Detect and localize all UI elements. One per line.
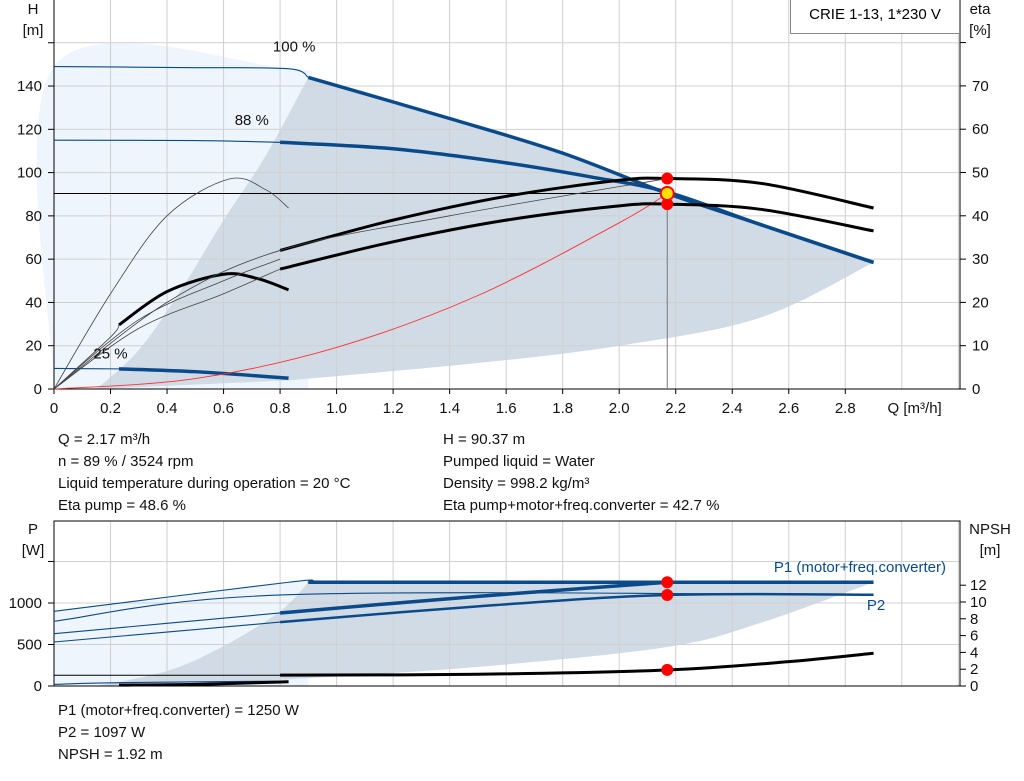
curve-eta-13 xyxy=(53,324,120,390)
info-temperature: Liquid temperature during operation = 20… xyxy=(58,475,351,492)
shade-operating-region xyxy=(96,77,874,389)
info-p2: P2 = 1097 W xyxy=(58,724,146,741)
y-tick-label-right: 6 xyxy=(970,628,978,645)
curve-npsh-9 xyxy=(280,651,874,677)
x-tick-label: 1.0 xyxy=(326,400,347,417)
info-liquid: Pumped liquid = Water xyxy=(443,453,595,470)
info-head: H = 90.37 m xyxy=(443,431,526,448)
y-tick-label-left: 500 xyxy=(17,637,42,654)
y-tick-label-right: 10 xyxy=(970,594,987,611)
curve-eta-10 xyxy=(279,202,874,271)
y-tick-label-left: 100 xyxy=(17,165,42,182)
curve-eta-9 xyxy=(279,176,874,252)
curve-eta-8 xyxy=(118,272,290,327)
y-tick-label-right: 0 xyxy=(972,381,980,398)
y-tick-label-left: 1000 xyxy=(9,595,42,612)
speed-label: 100 % xyxy=(273,38,316,55)
x-tick-label: 1.6 xyxy=(496,400,517,417)
y-tick-label-left: 120 xyxy=(17,121,42,138)
curve-h-6 xyxy=(53,193,668,390)
info-eta-pump: Eta pump = 48.6 % xyxy=(58,497,186,514)
info-top-right: H = 90.37 m Pumped liquid = Water Densit… xyxy=(443,429,719,517)
curve-p-3 xyxy=(53,612,281,635)
curve-eta-11 xyxy=(53,268,281,390)
curve-eta-12 xyxy=(53,258,281,390)
curve-npsh-8 xyxy=(118,680,289,687)
y-tick-label-right: 20 xyxy=(972,294,989,311)
p1-operating-point xyxy=(661,576,674,589)
x-tick-label: 1.8 xyxy=(552,400,573,417)
curve-eta-7 xyxy=(53,177,289,390)
info-p1: P1 (motor+freq.converter) = 1250 W xyxy=(58,702,299,719)
x-tick-label: 0.4 xyxy=(157,400,178,417)
y-axis-unit-left: [W] xyxy=(22,542,45,559)
x-axis-label: Q [m³/h] xyxy=(888,400,942,417)
info-density: Density = 998.2 kg/m³ xyxy=(443,475,590,492)
y-tick-label-left: 0 xyxy=(34,381,42,398)
y-tick-label-left: 40 xyxy=(25,294,42,311)
y-tick-label-left: 140 xyxy=(17,78,42,95)
shade-operating-region xyxy=(96,582,874,686)
y-tick-label-right: 0 xyxy=(970,678,978,695)
y-tick-label-right: 50 xyxy=(972,165,989,182)
y-axis-label-left: H xyxy=(28,1,39,18)
eta-total-point xyxy=(661,198,674,211)
curve-p-4 xyxy=(279,580,668,615)
pump-title-box: CRIE 1-13, 1*230 V xyxy=(790,0,960,34)
y-axis-label-right: NPSH xyxy=(969,521,1011,538)
y-tick-label-right: 12 xyxy=(970,577,987,594)
duty-point-marker xyxy=(659,185,675,201)
x-tick-label: 0 xyxy=(50,400,58,417)
y-tick-label-right: 70 xyxy=(972,78,989,95)
x-tick-label: 0.2 xyxy=(100,400,121,417)
x-tick-label: 2.4 xyxy=(722,400,743,417)
npsh-operating-point xyxy=(661,663,674,676)
info-npsh: NPSH = 1.92 m xyxy=(58,746,163,763)
info-bottom: P1 (motor+freq.converter) = 1250 W P2 = … xyxy=(58,700,299,766)
p2-operating-point xyxy=(661,588,674,601)
p2-series-label: P2 xyxy=(867,597,885,614)
y-tick-label-left: 20 xyxy=(25,338,42,355)
curve-h-3 xyxy=(279,140,875,265)
y-tick-label-right: 30 xyxy=(972,251,989,268)
curve-h-0 xyxy=(53,66,309,78)
x-tick-label: 1.2 xyxy=(383,400,404,417)
y-axis-unit-left: [m] xyxy=(23,22,44,39)
info-speed: n = 89 % / 3524 rpm xyxy=(58,453,194,470)
y-tick-label-right: 60 xyxy=(972,121,989,138)
p1-series-label: P1 (motor+freq.converter) xyxy=(774,559,946,576)
info-top-left: Q = 2.17 m³/h n = 89 % / 3524 rpm Liquid… xyxy=(58,429,350,517)
curve-p-6 xyxy=(279,592,874,624)
x-tick-label: 0.8 xyxy=(270,400,291,417)
y-tick-label-right: 40 xyxy=(972,208,989,225)
curve-p-5 xyxy=(53,621,281,643)
eta-pump-point xyxy=(661,172,674,185)
x-tick-label: 2.8 xyxy=(835,400,856,417)
curve-h-2 xyxy=(53,139,281,143)
x-tick-label: 0.6 xyxy=(213,400,234,417)
y-axis-unit-right: [m] xyxy=(980,542,1001,559)
x-tick-label: 2.0 xyxy=(609,400,630,417)
y-tick-label-left: 80 xyxy=(25,208,42,225)
y-tick-label-right: 4 xyxy=(970,644,978,661)
curve-h-5 xyxy=(118,367,289,380)
y-tick-label-right: 8 xyxy=(970,611,978,628)
x-tick-label: 2.6 xyxy=(778,400,799,417)
x-tick-label: 1.4 xyxy=(439,400,460,417)
y-tick-label-left: 60 xyxy=(25,251,42,268)
speed-label: 25 % xyxy=(93,346,127,363)
y-axis-unit-right: [%] xyxy=(969,22,991,39)
x-tick-label: 2.2 xyxy=(665,400,686,417)
info-eta-total: Eta pump+motor+freq.converter = 42.7 % xyxy=(443,497,720,514)
info-flow: Q = 2.17 m³/h xyxy=(58,431,151,448)
y-axis-label-left: P xyxy=(28,521,38,538)
speed-label: 88 % xyxy=(235,112,269,129)
y-tick-label-left: 0 xyxy=(34,678,42,695)
y-tick-label-right: 2 xyxy=(970,661,978,678)
y-tick-label-right: 10 xyxy=(972,338,989,355)
y-axis-label-right: eta xyxy=(970,1,992,18)
curve-eta-14 xyxy=(53,178,668,390)
